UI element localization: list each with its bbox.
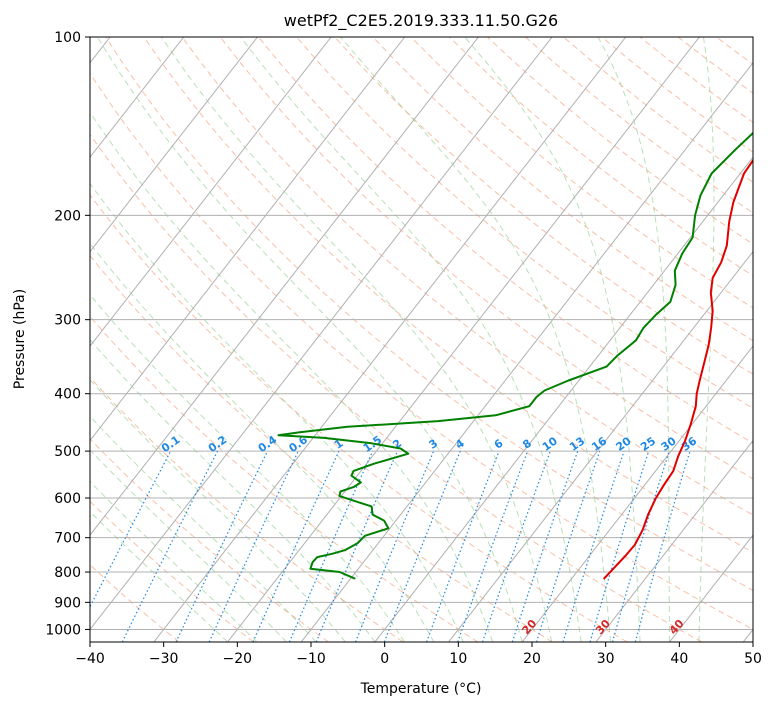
dry-adiabat-line bbox=[90, 194, 628, 642]
mixing-ratio-line bbox=[612, 450, 670, 642]
x-tick-label: 0 bbox=[380, 651, 389, 667]
isotherm-line bbox=[90, 37, 553, 631]
isotherm-line bbox=[153, 37, 627, 642]
moist-adiabat-line bbox=[340, 37, 612, 642]
dry-adiabat-line bbox=[258, 37, 753, 444]
isotherm-grid bbox=[90, 37, 753, 642]
moist-adiabat-line bbox=[160, 37, 553, 642]
isotherm-line bbox=[90, 37, 406, 442]
mixing-ratio-lines bbox=[90, 450, 691, 642]
isotherm-line bbox=[448, 250, 753, 642]
moist-adiabat-line bbox=[90, 510, 228, 642]
dry-adiabat-line bbox=[105, 37, 753, 591]
isotherm-line bbox=[521, 345, 753, 642]
moist-adiabat-line bbox=[90, 480, 258, 642]
mixing-ratio-line bbox=[288, 450, 374, 642]
y-tick-label: 1000 bbox=[45, 622, 81, 638]
dry-adiabat-line bbox=[219, 37, 753, 480]
moist-adiabat-line bbox=[90, 379, 346, 642]
isobar-grid bbox=[90, 37, 753, 630]
mixing-ratio-line bbox=[354, 450, 435, 642]
mixing-ratio-line bbox=[562, 450, 625, 642]
y-tick-label: 800 bbox=[54, 565, 81, 581]
isotherm-line bbox=[90, 37, 258, 253]
x-tick-label: −20 bbox=[223, 651, 253, 667]
y-tick-label: 700 bbox=[54, 531, 81, 547]
y-tick-label: 900 bbox=[54, 595, 81, 611]
moist-adiabat-line bbox=[90, 242, 435, 642]
x-tick-label: −10 bbox=[296, 651, 326, 667]
chart-title: wetPf2_C2E5.2019.333.11.50.G26 bbox=[284, 11, 558, 31]
plot-area: 0.10.20.40.611.52346810131620253036-100-… bbox=[90, 37, 753, 642]
mixing-ratio-line bbox=[426, 450, 500, 642]
moist-adiabat-line bbox=[90, 449, 287, 642]
isotherm-line bbox=[374, 156, 753, 642]
moist-adiabat-line bbox=[597, 37, 670, 642]
isotherm-line bbox=[669, 534, 753, 642]
x-axis-label: Temperature (°C) bbox=[360, 681, 482, 697]
x-tick-label: −40 bbox=[75, 651, 105, 667]
isotherm-line bbox=[90, 37, 185, 159]
moist-adiabat-line bbox=[90, 111, 494, 642]
x-tick-label: 40 bbox=[670, 651, 688, 667]
mixing-ratio-line bbox=[634, 450, 691, 642]
mixing-ratio-line bbox=[535, 450, 601, 642]
moist-adiabat-line bbox=[97, 37, 523, 642]
isotherm-line bbox=[227, 37, 700, 642]
y-tick-label: 200 bbox=[54, 208, 81, 224]
mixing-ratio-line bbox=[511, 450, 579, 642]
x-tick-label: 30 bbox=[597, 651, 615, 667]
dry-adiabat-line bbox=[90, 254, 553, 642]
x-tick-label: −30 bbox=[149, 651, 179, 667]
temperature-profile-line bbox=[603, 158, 753, 580]
mixing-ratio-line bbox=[457, 450, 529, 642]
dry-adiabat-line bbox=[90, 133, 703, 642]
isotherm-line bbox=[90, 37, 479, 536]
plot-frame bbox=[89, 36, 754, 643]
isotherm-line bbox=[300, 61, 753, 642]
moist-adiabat-line bbox=[90, 182, 464, 642]
moist-adiabat-line bbox=[90, 415, 317, 642]
dry-adiabat-line bbox=[181, 37, 753, 516]
y-tick-label: 400 bbox=[54, 387, 81, 403]
dry-adiabat-line bbox=[90, 315, 479, 642]
dry-adiabat-line bbox=[90, 438, 329, 642]
moist-adiabat-line bbox=[464, 37, 641, 642]
dewpoint-profile-line bbox=[277, 131, 753, 580]
mixing-ratio-line bbox=[121, 450, 219, 642]
y-tick-label: 300 bbox=[54, 313, 81, 329]
mixing-ratio-line bbox=[252, 450, 340, 642]
mixing-ratio-line bbox=[589, 450, 650, 642]
isotherm-line bbox=[595, 439, 753, 642]
mixing-ratio-line bbox=[315, 450, 399, 642]
y-axis-label: Pressure (hPa) bbox=[12, 289, 28, 389]
mixing-ratio-line bbox=[481, 450, 551, 642]
x-axis-ticks: −40 −30 −20 −10 0 10 20 30 40 50 bbox=[75, 642, 762, 667]
profile-series bbox=[277, 131, 753, 580]
dry-adiabat-line bbox=[372, 37, 753, 342]
y-axis-ticks: 100 200 300 400 500 600 700 800 900 1000 bbox=[45, 30, 90, 638]
mixing-ratio-line bbox=[383, 450, 461, 642]
dry-adiabat-line bbox=[90, 564, 180, 642]
y-tick-label: 500 bbox=[54, 444, 81, 460]
y-tick-label: 100 bbox=[54, 30, 81, 46]
x-tick-label: 10 bbox=[449, 651, 467, 667]
dry-adiabat-line bbox=[90, 72, 753, 630]
y-tick-label: 600 bbox=[54, 491, 81, 507]
x-tick-label: 50 bbox=[744, 651, 762, 667]
isotherm-line bbox=[90, 37, 332, 347]
x-tick-label: 20 bbox=[523, 651, 541, 667]
moist-adiabat-line bbox=[240, 37, 582, 642]
